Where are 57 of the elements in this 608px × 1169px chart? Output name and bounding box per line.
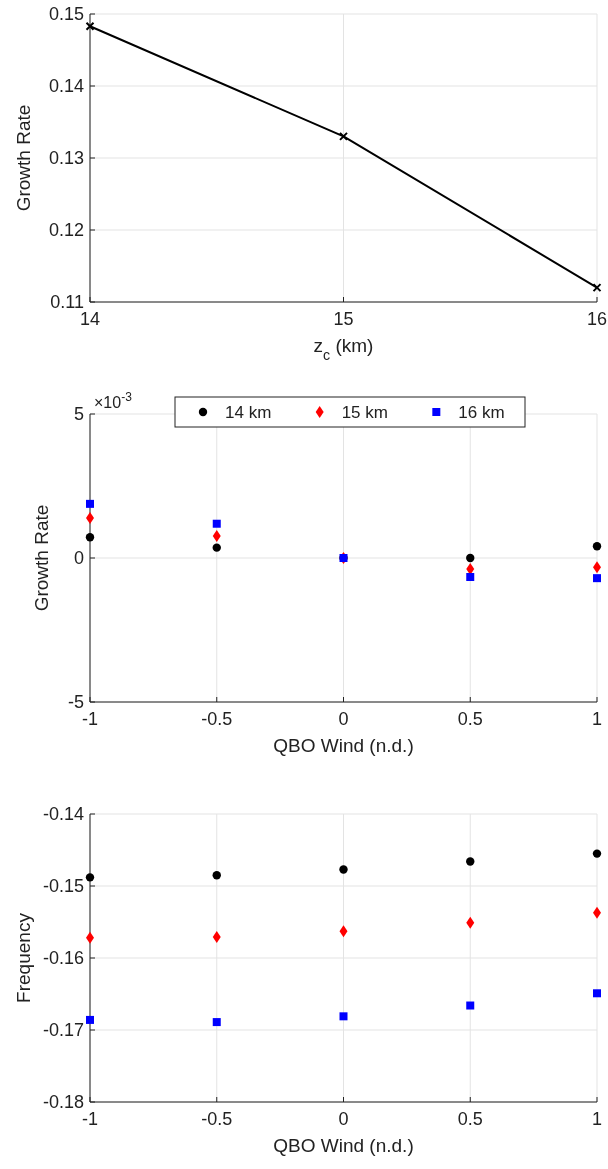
point xyxy=(212,543,221,552)
y-tick-label: 0.11 xyxy=(50,292,84,312)
point xyxy=(212,519,221,528)
x-tick-label: 1 xyxy=(591,1109,603,1129)
point xyxy=(339,1012,348,1021)
x-tick-label: -0.5 xyxy=(201,709,233,729)
y-tick-label: -5 xyxy=(67,692,84,712)
legend-label: 15 km xyxy=(341,403,388,422)
x-axis-title: QBO Wind (n.d.) xyxy=(273,735,414,756)
point xyxy=(86,1015,94,1024)
x-tick-label: 0 xyxy=(338,709,349,729)
y-tick-label: 0.13 xyxy=(48,148,84,168)
y-tick-label: 0 xyxy=(73,548,84,568)
x-tick-label: 0.5 xyxy=(457,1109,483,1129)
point xyxy=(212,871,221,880)
point xyxy=(85,21,95,31)
point xyxy=(592,849,602,858)
point xyxy=(339,131,348,141)
x-tick-label: 15 xyxy=(333,309,354,329)
point xyxy=(466,573,475,582)
x-tick-label: 0 xyxy=(338,1109,349,1129)
y-axis-title: Growth Rate xyxy=(31,504,52,612)
x-axis-title: z$_{c}$ (km) xyxy=(313,335,374,363)
legend-label: 16 km xyxy=(458,403,505,422)
point xyxy=(339,865,348,874)
x-tick-label: -1 xyxy=(81,1109,99,1129)
point xyxy=(593,574,601,583)
point xyxy=(593,989,601,998)
point xyxy=(85,533,95,542)
point xyxy=(466,857,475,866)
x-axis-title: QBO Wind (n.d.) xyxy=(273,1135,414,1156)
y-tick-label: -0.17 xyxy=(42,1020,84,1040)
point xyxy=(86,499,94,508)
x-tick-label: -0.5 xyxy=(201,1109,233,1129)
point xyxy=(592,283,602,293)
y-axis-title: Frequency xyxy=(13,912,34,1003)
y-tick-label: -0.16 xyxy=(42,948,84,968)
x-tick-label: -1 xyxy=(81,709,99,729)
point xyxy=(85,873,95,882)
y-tick-label: 0.14 xyxy=(48,76,84,96)
text: ×10$^{-3}$ xyxy=(94,390,133,411)
y-tick-label: 0.15 xyxy=(48,4,84,24)
y-tick-label: 0.12 xyxy=(48,220,84,240)
y-tick-label: 5 xyxy=(73,404,84,424)
x-tick-label: 0.5 xyxy=(457,709,483,729)
y-tick-label: -0.14 xyxy=(42,804,84,824)
x-tick-label: 14 xyxy=(79,309,101,329)
y-tick-label: -0.15 xyxy=(42,876,84,896)
x-tick-label: 1 xyxy=(591,709,603,729)
point xyxy=(212,1018,221,1027)
y-tick-label: -0.18 xyxy=(42,1092,84,1112)
point xyxy=(592,541,602,551)
point xyxy=(466,553,475,563)
x-tick-label: 16 xyxy=(586,309,608,329)
point xyxy=(466,1001,475,1010)
legend-label: 14 km xyxy=(225,403,272,422)
y-axis-title: Growth Rate xyxy=(13,104,34,212)
